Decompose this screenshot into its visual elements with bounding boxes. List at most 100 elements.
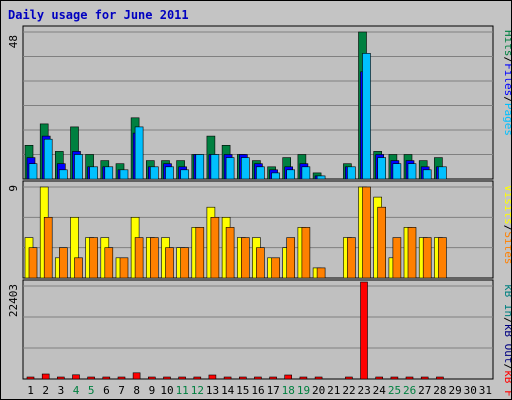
kbytes-bar-kb-f — [405, 376, 414, 380]
hits-files-pages-bar-pages — [89, 166, 98, 180]
x-tick-label: 29 — [448, 384, 461, 397]
hits-files-pages-bar-pages — [225, 157, 235, 180]
kbytes-bar-kb-f — [26, 376, 35, 380]
x-tick-label: 18 — [282, 384, 295, 397]
visits-sites-bar-sites — [74, 257, 83, 279]
hits-files-pages-legend-item: Files — [502, 63, 511, 96]
visits-sites-bar-sites — [225, 227, 235, 279]
visits-sites-bar-sites — [180, 247, 189, 279]
x-tick-label: 7 — [118, 384, 125, 397]
x-tick-label: 4 — [73, 384, 80, 397]
x-tick-label: 26 — [403, 384, 416, 397]
hits-files-pages-bar-pages — [377, 157, 387, 180]
hits-files-pages-bar-pages — [28, 163, 38, 180]
x-tick-label: 19 — [297, 384, 310, 397]
visits-sites-bar-sites — [271, 257, 280, 279]
chart-title: Daily usage for June 2011 — [8, 8, 189, 22]
visits-sites-legend-item: Visits — [502, 185, 511, 225]
visits-sites-bar-sites — [195, 227, 205, 279]
kbytes-bar-kb-f — [132, 372, 141, 380]
visits-sites-bar-sites — [43, 217, 53, 279]
hits-files-pages-bar-pages — [134, 126, 144, 180]
x-tick-label: 2 — [42, 384, 49, 397]
kbytes-ymax-label: 22403 — [7, 284, 20, 317]
visits-sites-legend-item: Sites — [502, 231, 511, 264]
visits-sites-bar-sites — [347, 237, 356, 279]
x-tick-label: 15 — [236, 384, 249, 397]
visits-sites-bar-sites — [286, 237, 296, 279]
x-tick-label: 24 — [373, 384, 387, 397]
visits-sites-bar-sites — [150, 237, 159, 279]
kbytes-bar-kb-f — [87, 376, 95, 380]
kbytes-bar-kb-f — [102, 376, 111, 380]
visits-sites-bar-sites — [58, 247, 68, 279]
visits-sites-bar-sites — [134, 237, 144, 279]
x-tick-label: 14 — [221, 384, 235, 397]
kbytes-bar-kb-f — [163, 376, 171, 380]
visits-sites-bar-sites — [316, 267, 326, 279]
hits-files-pages-bar-pages — [58, 169, 68, 180]
kbytes-legend-item: / — [502, 364, 511, 371]
hits-files-pages-legend-item: / — [502, 57, 511, 64]
visits-sites-legend: Visits/Sites — [502, 185, 511, 265]
kbytes-bar-kb-f — [117, 376, 126, 380]
x-tick-label: 8 — [133, 384, 140, 397]
kbytes-bar-kb-f — [284, 374, 293, 380]
kbytes-bar-kb-f — [254, 376, 262, 380]
hits-files-pages-bar-pages — [392, 163, 402, 180]
x-tick-label: 6 — [103, 384, 110, 397]
visits-sites-bar-sites — [165, 247, 174, 279]
kbytes-bar-kb-f — [239, 376, 247, 380]
kbytes-bar-kb-f — [72, 374, 80, 380]
x-tick-label: 11 — [176, 384, 189, 397]
kbytes-bar-kb-f — [436, 376, 444, 380]
visits-sites-bar-sites — [256, 247, 265, 279]
x-tick-label: 31 — [479, 384, 492, 397]
visits-sites-legend-item: / — [502, 225, 511, 232]
x-tick-label: 12 — [191, 384, 204, 397]
hits-files-pages-legend-item: Hits — [502, 30, 511, 57]
x-tick-label: 16 — [251, 384, 264, 397]
x-tick-label: 21 — [327, 384, 340, 397]
hits-files-pages-bar-pages — [180, 169, 189, 180]
hits-files-pages-bar-pages — [407, 163, 417, 180]
x-tick-label: 22 — [342, 384, 355, 397]
visits-sites-bar-sites — [89, 237, 98, 279]
hits-files-pages-bar-pages — [74, 154, 83, 180]
visits-sites-bar-sites — [28, 247, 38, 279]
kbytes-legend-item: kB Out — [502, 324, 511, 364]
x-tick-label: 1 — [27, 384, 34, 397]
hits-files-pages-bar-pages — [195, 154, 205, 180]
visits-sites-bar-sites — [362, 186, 371, 279]
kbytes-legend: kB In/kB Out/kB F — [502, 284, 511, 397]
kbytes-bar-kb-f — [193, 376, 202, 380]
hits-files-pages-bar-pages — [150, 166, 159, 180]
kbytes-bar-kb-f — [345, 376, 353, 380]
visits-sites-bar-sites — [301, 227, 311, 279]
x-tick-label: 9 — [149, 384, 156, 397]
visits-sites-bar-sites — [422, 237, 432, 279]
visits-sites-bar-sites — [377, 206, 387, 279]
kbytes-bar-kb-f — [223, 376, 232, 380]
visits-sites-bar-sites — [104, 247, 114, 279]
x-tick-label: 30 — [464, 384, 477, 397]
kbytes-bar-kb-f — [269, 376, 277, 380]
hits-files-pages-legend-item: Pages — [502, 103, 511, 136]
kbytes-bar-kb-f — [208, 374, 217, 380]
hits-files-pages-bar-pages — [286, 169, 296, 180]
x-tick-label: 10 — [160, 384, 173, 397]
visits-sites-bar-sites — [119, 257, 129, 279]
hits-files-pages-bar-pages — [438, 166, 447, 180]
visits-sites-bar-sites — [210, 217, 220, 279]
kbytes-bar-kb-f — [56, 376, 65, 380]
kbytes-plot-area — [22, 279, 494, 380]
x-tick-label: 27 — [418, 384, 431, 397]
kbytes-bar-kb-f — [299, 376, 308, 380]
x-tick-label: 20 — [312, 384, 325, 397]
kbytes-bar-kb-f — [148, 376, 156, 380]
visits-sites-ymax-label: 9 — [7, 185, 20, 192]
hits-files-pages-bar-pages — [301, 166, 311, 180]
kbytes-bar-kb-f — [360, 281, 368, 380]
kbytes-bar-kb-f — [420, 376, 429, 380]
hits-files-pages-bar-pages — [43, 138, 53, 180]
